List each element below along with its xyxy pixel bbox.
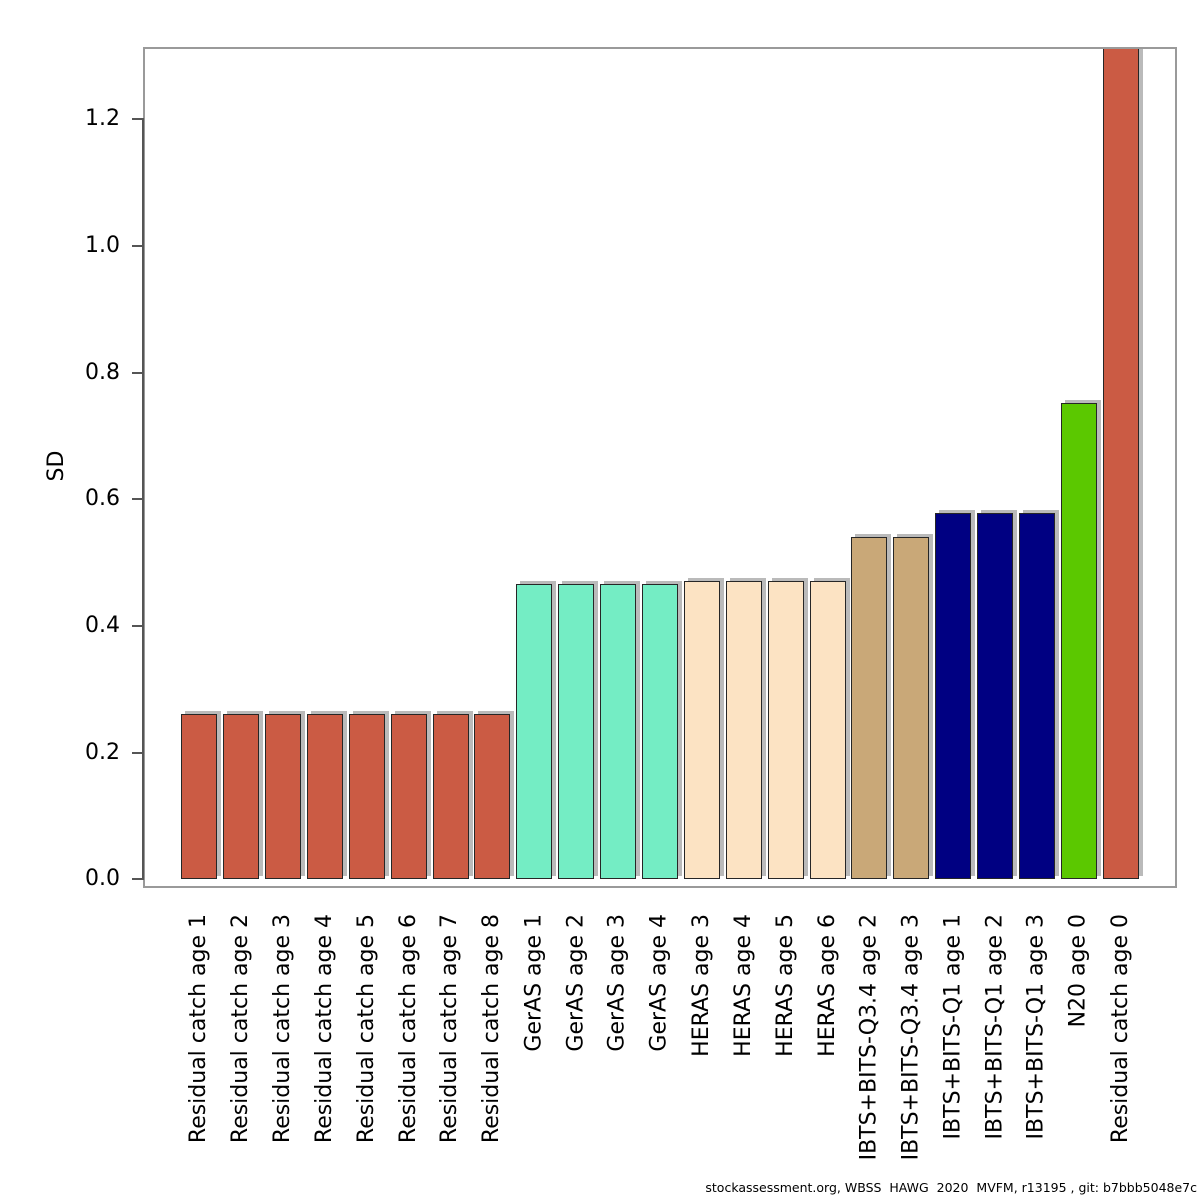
y-tick-label: 1.2 [85, 106, 120, 132]
x-tick-label: Residual catch age 0 [1107, 914, 1133, 1144]
bar-geras-age-3 [600, 584, 637, 880]
bar-residual-catch-age-3 [265, 713, 302, 880]
x-tick-label: Residual catch age 7 [437, 914, 463, 1144]
y-tick-mark [132, 118, 143, 121]
y-tick-label: 0.0 [85, 866, 120, 892]
bar-residual-catch-age-2 [223, 713, 260, 880]
bar-n20-age-0 [1060, 402, 1097, 880]
bar-geras-age-4 [641, 584, 678, 880]
x-tick-label: GerAS age 2 [563, 914, 589, 1052]
y-tick-label: 1.0 [85, 232, 120, 258]
x-tick-label: Residual catch age 3 [270, 914, 296, 1144]
x-tick-label: GerAS age 1 [521, 914, 547, 1052]
bar-ibts-bits-q1-age-1 [935, 513, 972, 880]
x-tick-label: GerAS age 3 [605, 914, 631, 1052]
y-tick-mark [132, 878, 143, 881]
footer-caption: stockassessment.org, WBSS HAWG 2020 MVFM… [705, 1180, 1197, 1195]
y-tick-mark [132, 624, 143, 627]
x-tick-label: Residual catch age 8 [479, 914, 505, 1144]
bar-ibts-bits-q1-age-3 [1018, 513, 1055, 880]
bar-ibts-bits-q1-age-2 [977, 513, 1014, 880]
x-tick-label: IBTS+BITS-Q1 age 1 [940, 914, 966, 1140]
x-tick-label: Residual catch age 5 [353, 914, 379, 1144]
y-tick-mark [132, 371, 143, 374]
y-tick-mark [132, 244, 143, 247]
y-axis-line [142, 118, 144, 880]
bar-ibts-bits-q3-4-age-3 [893, 537, 930, 880]
x-tick-label: IBTS+BITS-Q3.4 age 2 [856, 914, 882, 1161]
x-tick-label: IBTS+BITS-Q3.4 age 3 [898, 914, 924, 1161]
bar-residual-catch-age-0 [1102, 49, 1139, 880]
x-tick-label: Residual catch age 6 [395, 914, 421, 1144]
bar-residual-catch-age-6 [390, 713, 427, 880]
x-tick-label: HERAS age 5 [772, 914, 798, 1057]
x-tick-label: Residual catch age 4 [311, 914, 337, 1144]
bar-residual-catch-age-1 [181, 713, 218, 880]
bar-residual-catch-age-8 [474, 713, 511, 880]
x-tick-label: Residual catch age 2 [228, 914, 254, 1144]
bar-heras-age-3 [683, 580, 720, 880]
x-tick-label: N20 age 0 [1065, 914, 1091, 1028]
bar-heras-age-5 [767, 580, 804, 880]
x-tick-label: IBTS+BITS-Q1 age 2 [982, 914, 1008, 1140]
y-tick-label: 0.4 [85, 612, 120, 638]
bar-geras-age-1 [516, 584, 553, 880]
y-axis-title: SD [44, 450, 69, 482]
x-tick-label: IBTS+BITS-Q1 age 3 [1023, 914, 1049, 1140]
plot-area [143, 47, 1177, 888]
bar-geras-age-2 [558, 584, 595, 880]
y-tick-label: 0.6 [85, 486, 120, 512]
x-tick-label: HERAS age 3 [688, 914, 714, 1057]
bar-heras-age-4 [725, 580, 762, 880]
bar-residual-catch-age-7 [432, 713, 469, 880]
bar-residual-catch-age-4 [306, 713, 343, 880]
y-tick-label: 0.2 [85, 739, 120, 765]
x-tick-label: HERAS age 6 [814, 914, 840, 1057]
y-tick-label: 0.8 [85, 359, 120, 385]
bar-residual-catch-age-5 [348, 713, 385, 880]
x-tick-label: GerAS age 4 [646, 914, 672, 1052]
x-tick-label: HERAS age 4 [730, 914, 756, 1057]
x-tick-label: Residual catch age 1 [186, 914, 212, 1144]
bar-heras-age-6 [809, 580, 846, 880]
y-tick-mark [132, 751, 143, 754]
y-tick-mark [132, 498, 143, 501]
bar-ibts-bits-q3-4-age-2 [851, 537, 888, 880]
